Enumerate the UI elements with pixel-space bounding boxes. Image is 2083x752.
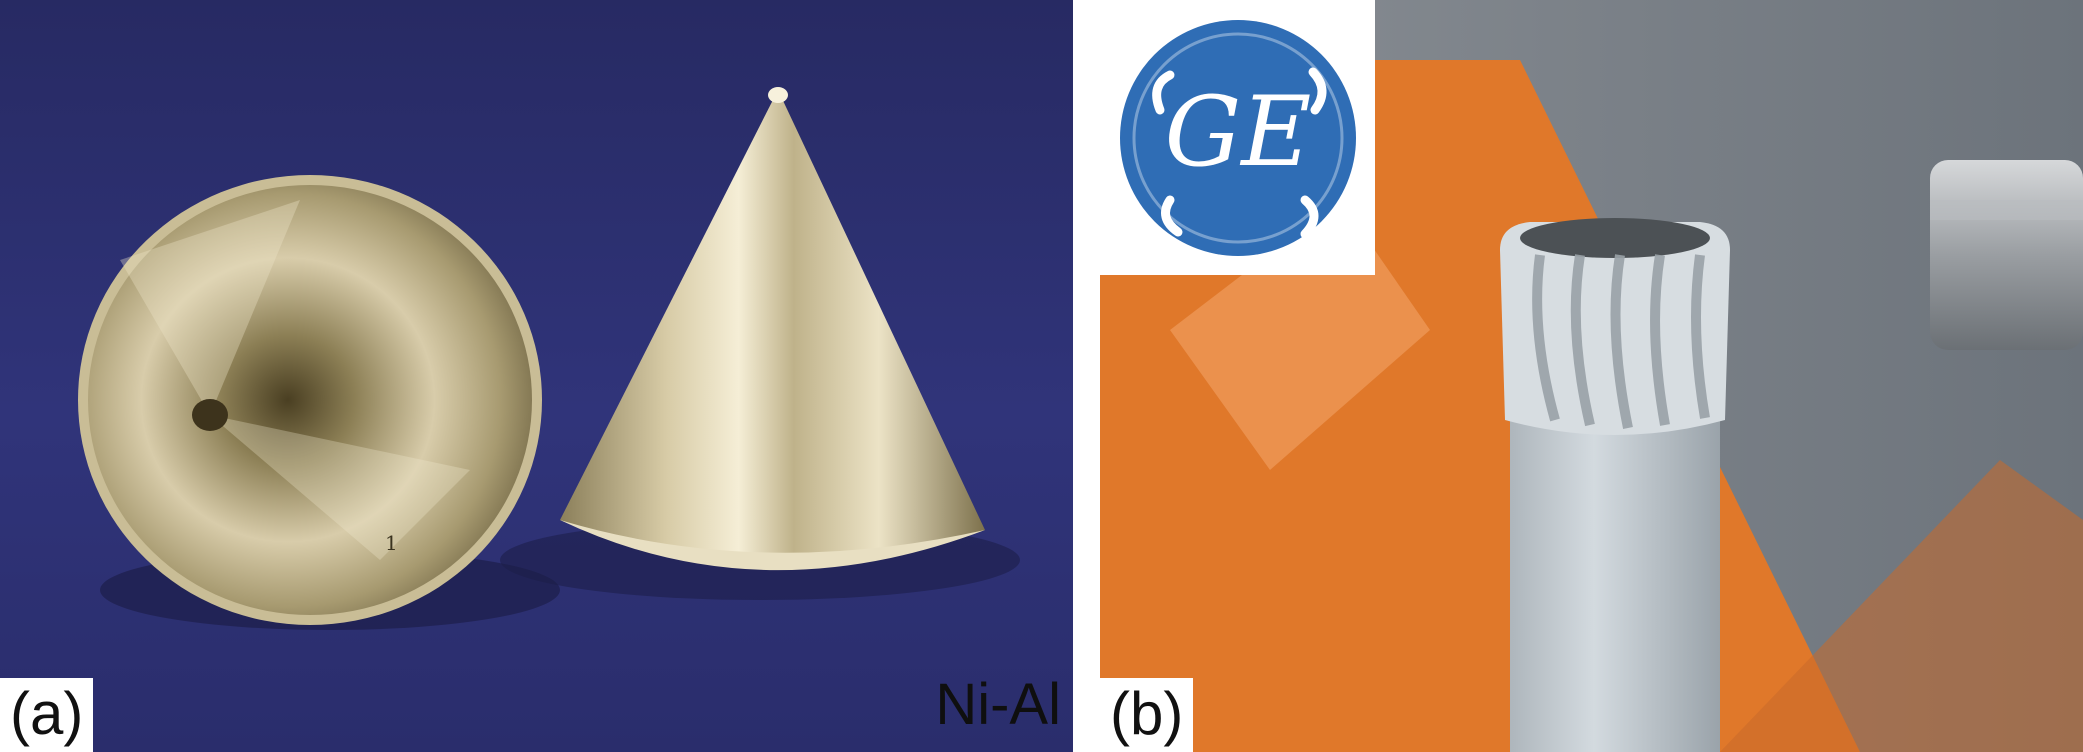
fluted-part: [1500, 218, 1730, 752]
ge-logo: GE: [1100, 0, 1375, 275]
panel-b: GE (b): [1100, 0, 2083, 752]
material-label: Ni-Al: [935, 672, 1061, 737]
ge-logo-icon: GE: [1120, 20, 1356, 256]
cones-photo: 1: [0, 0, 1073, 752]
upright-cone: [560, 87, 985, 571]
funnel-cone: 1: [78, 175, 542, 625]
panel-a-label: (a): [0, 678, 94, 752]
panel-b-label: (b): [1100, 678, 1194, 752]
ge-logo-text: GE: [1165, 76, 1312, 188]
svg-text:1: 1: [385, 531, 398, 555]
panel-a: 1 (a) Ni-Al: [0, 0, 1073, 752]
nozzle: [1930, 160, 2083, 350]
